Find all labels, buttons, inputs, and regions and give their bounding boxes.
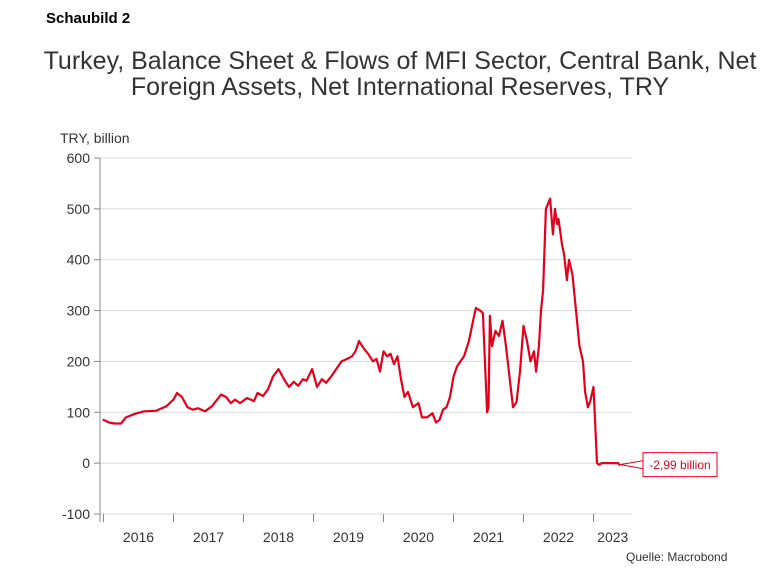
y-tick-label: -100 bbox=[62, 506, 90, 522]
x-tick-label: 2022 bbox=[543, 529, 574, 545]
annotation-box bbox=[642, 452, 718, 478]
x-tick-label: 2019 bbox=[333, 529, 364, 545]
axes bbox=[94, 157, 594, 522]
annotation-layer: -2,99 billion bbox=[620, 452, 718, 478]
annotation-pointer bbox=[620, 460, 644, 470]
x-tick-label: 2017 bbox=[193, 529, 224, 545]
x-tick-label: 2021 bbox=[473, 529, 504, 545]
source-note: Quelle: Macrobond bbox=[626, 550, 728, 564]
chart-title: Turkey, Balance Sheet & Flows of MFI Sec… bbox=[43, 47, 757, 101]
y-axis-label: TRY, billion bbox=[60, 130, 130, 146]
y-tick-label: 100 bbox=[67, 404, 91, 420]
y-tick-label: 200 bbox=[67, 353, 91, 369]
tick-labels: -100 0 100 200 300 400 500 600 2016 2017 2018 2019 2… bbox=[62, 150, 629, 545]
x-tick-label: 2018 bbox=[263, 529, 294, 545]
figure-label: Schaubild 2 bbox=[46, 10, 131, 27]
annotation-label: -2,99 billion bbox=[649, 458, 710, 472]
y-tick-label: 0 bbox=[82, 455, 90, 471]
y-tick-label: 500 bbox=[67, 201, 91, 217]
y-tick-label: 400 bbox=[67, 252, 91, 268]
y-tick-label: 300 bbox=[67, 303, 91, 319]
series-layer bbox=[102, 197, 621, 466]
x-tick-label: 2023 bbox=[597, 529, 628, 545]
x-tick-label: 2016 bbox=[123, 529, 154, 545]
y-tick-label: 600 bbox=[67, 150, 91, 166]
x-tick-label: 2020 bbox=[403, 529, 434, 545]
gridlines bbox=[100, 157, 632, 515]
series-line bbox=[102, 197, 621, 466]
